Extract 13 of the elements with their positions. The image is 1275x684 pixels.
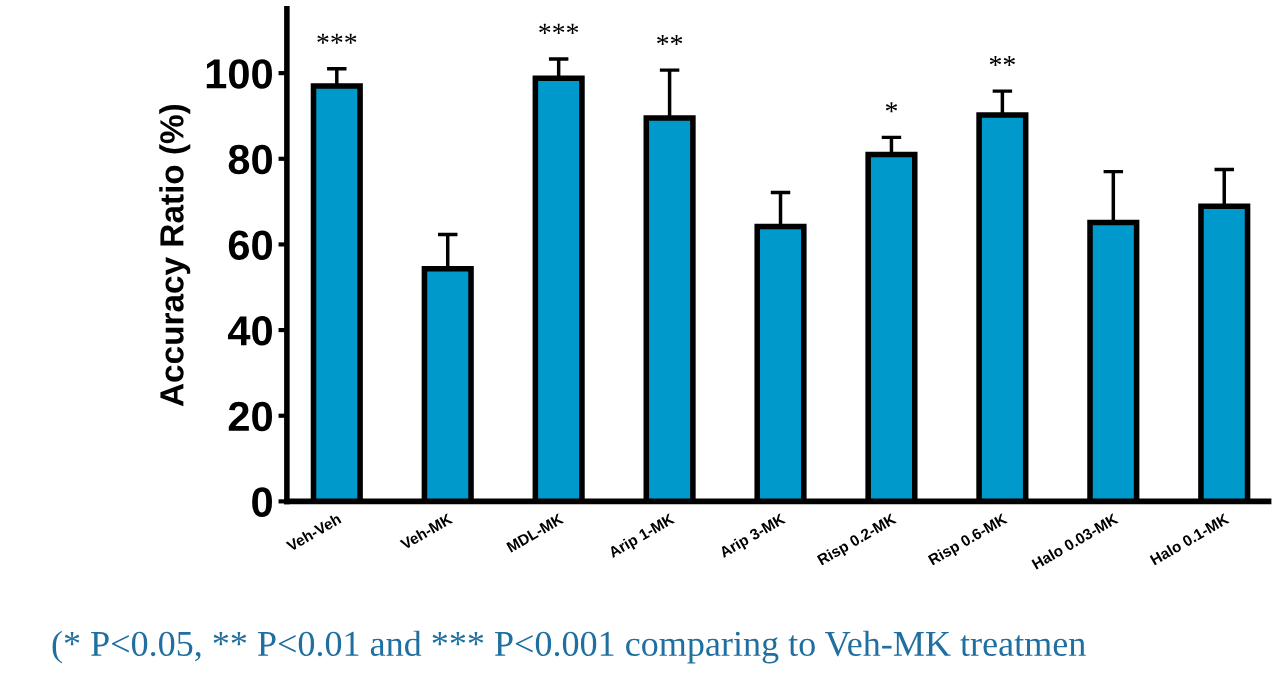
y-tick-label: 0 — [252, 487, 272, 517]
y-tick-label: 40 — [227, 316, 272, 346]
y-tick-label: 80 — [228, 144, 272, 175]
y-axis-title: Accuracy Ratio (%) — [159, 104, 191, 407]
annotation: ** — [657, 34, 683, 46]
annotation: * — [885, 102, 898, 113]
annotation: *** — [539, 23, 579, 34]
annotation: *** — [317, 33, 357, 44]
text: (* P<0.05, ** P<0.01 and *** P<0.001 comparing to Veh-MK treatmen — [52, 630, 1086, 664]
annotation: ** — [989, 55, 1015, 67]
y-tick-label: 20 — [228, 401, 272, 432]
y-tick-label: 60 — [228, 230, 272, 260]
y-tick-label: 100 — [206, 59, 272, 89]
